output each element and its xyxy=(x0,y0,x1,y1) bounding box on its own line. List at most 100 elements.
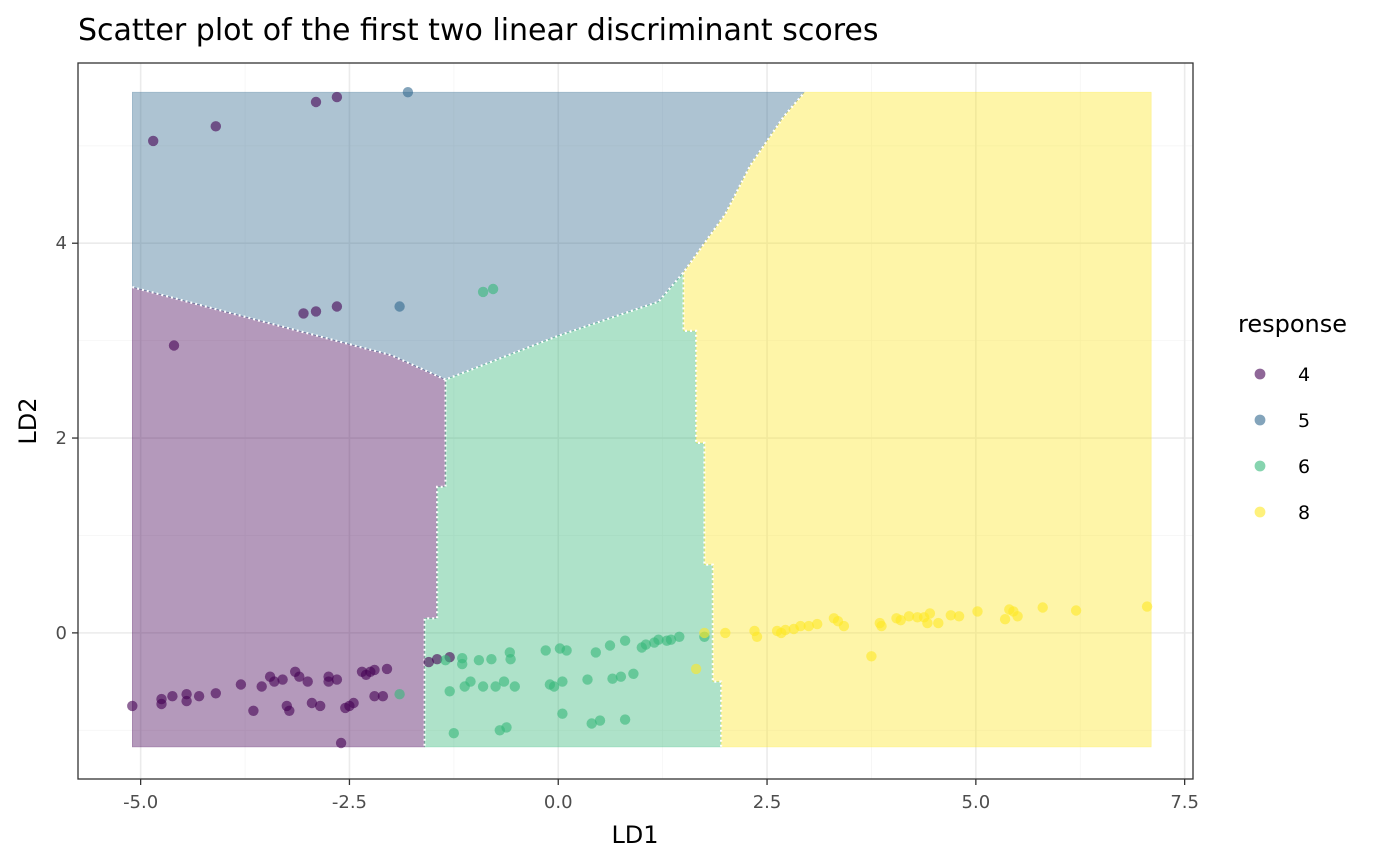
data-point-class-6 xyxy=(487,283,499,295)
x-tick-label: 2.5 xyxy=(753,792,782,813)
data-point-class-4 xyxy=(210,688,221,699)
data-point-class-4 xyxy=(148,135,159,147)
x-tick-label: -2.5 xyxy=(332,792,367,813)
data-point-class-6 xyxy=(501,722,512,733)
data-point-class-8 xyxy=(1070,605,1082,616)
data-point-class-8 xyxy=(903,611,915,622)
data-point-class-4 xyxy=(193,691,205,702)
data-point-class-4 xyxy=(298,308,309,319)
y-tick-label: 4 xyxy=(56,233,67,254)
legend-key-class-5 xyxy=(1254,414,1266,426)
data-point-class-4 xyxy=(294,671,305,682)
decision-boundary xyxy=(132,91,806,381)
data-point-class-6 xyxy=(590,647,601,658)
data-point-class-8 xyxy=(933,617,944,629)
data-point-class-4 xyxy=(248,705,259,716)
chart-title: Scatter plot of the first two linear dis… xyxy=(78,13,878,48)
data-point-class-8 xyxy=(945,610,956,621)
data-point-class-4 xyxy=(306,697,318,709)
data-point-class-6 xyxy=(594,715,606,726)
data-point-class-6 xyxy=(465,676,476,687)
data-point-class-8 xyxy=(876,620,887,632)
region-class-8 xyxy=(683,91,1152,748)
x-tick-label: 0.0 xyxy=(544,792,573,813)
data-point-class-6 xyxy=(665,634,677,645)
data-point-class-8 xyxy=(999,614,1011,625)
data-point-class-8 xyxy=(924,608,936,619)
data-point-class-6 xyxy=(477,286,489,298)
data-point-class-6 xyxy=(619,714,631,725)
data-point-class-4 xyxy=(348,697,359,709)
data-point-class-4 xyxy=(331,674,343,685)
y-axis: 0 2 4 xyxy=(56,233,78,644)
data-point-class-6 xyxy=(557,708,568,719)
data-point-class-4 xyxy=(310,306,322,317)
data-point-class-4 xyxy=(235,679,247,690)
data-point-class-4 xyxy=(269,676,280,687)
legend-key-class-6 xyxy=(1254,460,1266,472)
data-point-class-4 xyxy=(302,676,313,687)
data-point-class-4 xyxy=(256,681,267,692)
data-point-class-4 xyxy=(181,695,192,707)
data-point-class-8 xyxy=(795,620,806,632)
data-point-class-8 xyxy=(699,627,710,639)
data-point-class-6 xyxy=(586,718,597,729)
data-point-class-6 xyxy=(604,640,616,651)
data-point-class-6 xyxy=(540,645,551,656)
data-point-class-8 xyxy=(953,611,965,622)
data-point-class-4 xyxy=(431,654,443,665)
data-point-class-6 xyxy=(505,654,516,665)
data-point-class-4 xyxy=(381,663,393,675)
data-point-class-4 xyxy=(127,700,138,712)
data-point-class-4 xyxy=(369,664,380,676)
data-point-class-6 xyxy=(490,681,501,692)
data-point-class-8 xyxy=(780,624,791,636)
data-point-class-6 xyxy=(615,671,627,682)
legend: response 4 5 6 8 xyxy=(1238,310,1347,524)
data-point-class-6 xyxy=(619,635,631,646)
data-point-class-8 xyxy=(1037,602,1048,613)
data-point-class-4 xyxy=(310,96,322,108)
x-axis-title: LD1 xyxy=(611,821,658,849)
panel-background xyxy=(78,63,1193,779)
legend-key-class-8 xyxy=(1254,506,1266,518)
y-tick-label: 0 xyxy=(56,623,67,644)
data-point-class-4 xyxy=(377,691,389,702)
data-point-class-5 xyxy=(394,301,405,312)
data-point-class-6 xyxy=(509,681,520,692)
panel-border xyxy=(77,62,1194,780)
legend-title: response xyxy=(1238,310,1347,338)
data-point-class-4 xyxy=(323,676,334,687)
data-point-class-4 xyxy=(168,340,180,351)
data-point-class-8 xyxy=(922,617,933,629)
data-point-class-6 xyxy=(582,674,593,685)
data-point-class-6 xyxy=(548,681,560,692)
data-point-class-8 xyxy=(1012,611,1023,622)
data-point-class-4 xyxy=(284,705,295,716)
legend-key-class-4 xyxy=(1254,368,1266,380)
data-point-class-6 xyxy=(477,681,489,692)
data-point-class-6 xyxy=(473,655,485,666)
data-point-class-6 xyxy=(440,655,451,666)
data-point-class-8 xyxy=(838,620,850,632)
data-point-class-6 xyxy=(653,634,664,645)
legend-label: 6 xyxy=(1298,456,1310,478)
y-tick-label: 2 xyxy=(56,428,67,449)
data-point-class-8 xyxy=(895,615,906,626)
data-point-class-4 xyxy=(331,301,343,312)
data-point-class-4 xyxy=(331,91,343,103)
data-point-class-8 xyxy=(812,618,823,630)
data-point-class-4 xyxy=(423,656,434,668)
x-tick-label: 5.0 xyxy=(962,792,991,813)
x-axis: -5.0 -2.5 0.0 2.5 5.0 7.5 xyxy=(123,779,1199,813)
x-tick-label: -5.0 xyxy=(123,792,158,813)
data-point-class-6 xyxy=(640,639,652,650)
legend-label: 4 xyxy=(1298,364,1310,386)
plot-area xyxy=(78,63,1193,779)
legend-label: 5 xyxy=(1298,410,1310,432)
data-point-class-6 xyxy=(457,658,468,670)
data-point-class-6 xyxy=(486,654,497,665)
decision-boundary xyxy=(423,379,447,747)
legend-label: 8 xyxy=(1298,502,1310,524)
